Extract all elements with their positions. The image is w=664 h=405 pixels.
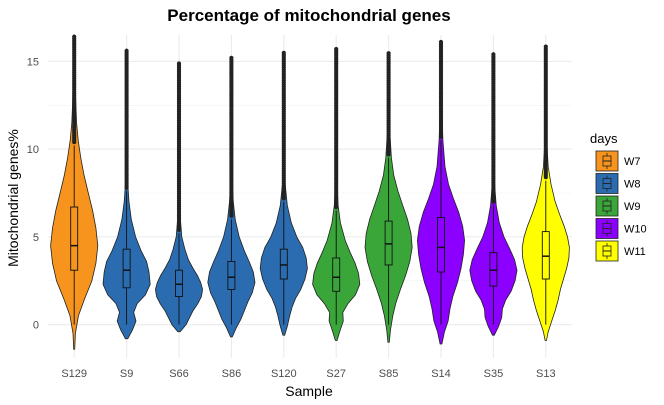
legend-item-W7: W7 — [595, 150, 641, 172]
violin-S13 — [521, 44, 570, 341]
box — [175, 269, 183, 298]
legend-item-W8: W8 — [595, 173, 641, 194]
violin-S86 — [207, 55, 256, 338]
chart-title: Percentage of mitochondrial genes — [167, 6, 450, 25]
x-tick-label: S35 — [484, 368, 504, 380]
x-tick-label: S120 — [271, 368, 297, 380]
violin-S66 — [154, 61, 204, 333]
legend-title: days — [590, 131, 618, 146]
x-tick-label: S85 — [379, 368, 399, 380]
y-axis-title: Mitochondrial genes% — [5, 129, 21, 267]
violin-S27 — [312, 46, 361, 341]
y-tick-label: 10 — [27, 144, 39, 156]
x-tick-label: S129 — [61, 368, 87, 380]
outlier-point — [491, 52, 496, 57]
outlier-point — [72, 34, 77, 39]
violin-S9 — [102, 48, 151, 340]
legend-item-W10: W10 — [595, 218, 647, 239]
outlier-point — [176, 61, 182, 66]
outlier-point — [124, 48, 129, 53]
box — [437, 217, 445, 273]
outlier-point — [543, 44, 548, 49]
violin-S129 — [50, 34, 99, 350]
outlier-point — [334, 46, 339, 52]
box — [279, 248, 288, 280]
legend-label: W9 — [624, 201, 641, 213]
legend-item-W9: W9 — [595, 195, 641, 217]
x-tick-label: S9 — [120, 368, 133, 380]
x-tick-label: S14 — [431, 368, 451, 380]
legend-label: W7 — [624, 156, 641, 168]
y-tick-label: 15 — [27, 56, 39, 68]
legend-label: W11 — [624, 246, 646, 258]
legend: days W7 W8 W9 W10 W11 — [590, 131, 647, 262]
violin-S85 — [364, 51, 413, 343]
x-tick-label: S13 — [536, 368, 556, 380]
legend-item-W11: W11 — [595, 240, 646, 262]
box — [70, 206, 79, 271]
legend-label: W8 — [624, 179, 641, 191]
x-tick-label: S66 — [169, 368, 189, 380]
outlier-point — [229, 55, 234, 60]
legend-label: W10 — [624, 224, 647, 236]
axes: 0 5 10 15 S129 S9 S66 S86 S120 S27 S85 S14 S35 S13 — [27, 56, 556, 380]
violin-S14 — [416, 39, 466, 345]
y-tick-label: 0 — [33, 320, 39, 332]
box — [541, 231, 550, 280]
violin-S35 — [469, 52, 518, 336]
x-axis-title: Sample — [285, 383, 333, 399]
box — [227, 261, 236, 290]
box — [122, 248, 131, 289]
violins — [50, 34, 570, 350]
outlier-point — [281, 50, 286, 56]
y-tick-label: 5 — [33, 232, 39, 244]
outlier-point — [438, 39, 444, 45]
outlier-point — [386, 51, 391, 56]
x-tick-label: S27 — [326, 368, 346, 380]
box — [489, 252, 498, 287]
x-tick-label: S86 — [222, 368, 242, 380]
box — [332, 257, 341, 292]
box — [384, 220, 393, 266]
violin-S120 — [259, 50, 308, 336]
